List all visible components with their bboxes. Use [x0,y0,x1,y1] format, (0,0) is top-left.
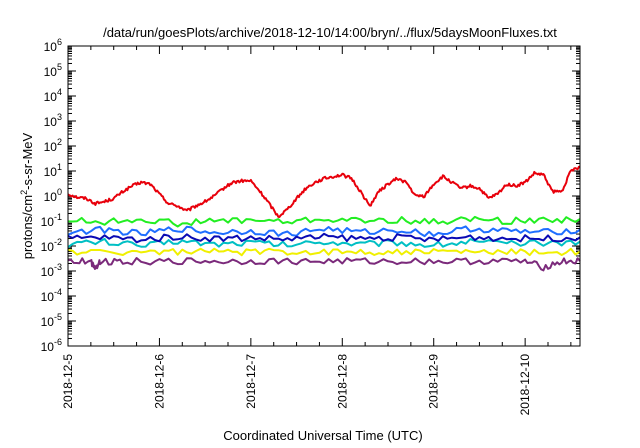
y-tick-label: 10-3 [41,262,62,279]
series-line-0 [67,165,581,218]
y-axis-label-sup: 2 [19,190,29,195]
series-line-6 [67,257,581,272]
y-tick-label: 10-2 [41,237,62,254]
y-tick-label: 102 [44,137,62,154]
series-line-1 [67,215,581,228]
series-line-5 [67,247,581,257]
tick-labels: 106 105 104 103 102 101 100 10-1 10-2 10-3 10-4 10-… [41,37,533,415]
plot-frame [67,45,581,347]
y-tick-label: 101 [44,162,62,179]
series-line-4 [67,232,581,244]
chart-title: /data/run/goesPlots/archive/2018-12-10/1… [103,25,557,40]
y-tick-label: 104 [44,87,62,104]
y-tick-label: 100 [44,187,62,204]
y-tick-label: 106 [44,37,62,54]
y-tick-label: 10-1 [41,212,62,229]
y-tick-label: 105 [44,62,62,79]
series-lines [67,165,581,272]
x-tick-label: 2018-12-7 [244,354,258,409]
x-axis-label: Coordinated Universal Time (UTC) [223,428,422,443]
x-tick-label: 2018-12-9 [427,354,441,409]
y-tick-label: 10-5 [41,312,62,329]
y-tick-label: 10-4 [41,287,62,304]
x-tick-label: 2018-12-10 [518,354,532,416]
x-tick-label: 2018-12-6 [152,354,166,409]
axis-ticks [67,45,580,347]
x-tick-label: 2018-12-5 [61,354,75,409]
x-tick-label: 2018-12-8 [335,354,349,409]
series-line-2 [67,225,581,238]
y-axis-label: protons/cm2-s-sr-MeV [19,132,35,259]
y-tick-label: 103 [44,112,62,129]
y-tick-label: 10-6 [41,337,62,354]
